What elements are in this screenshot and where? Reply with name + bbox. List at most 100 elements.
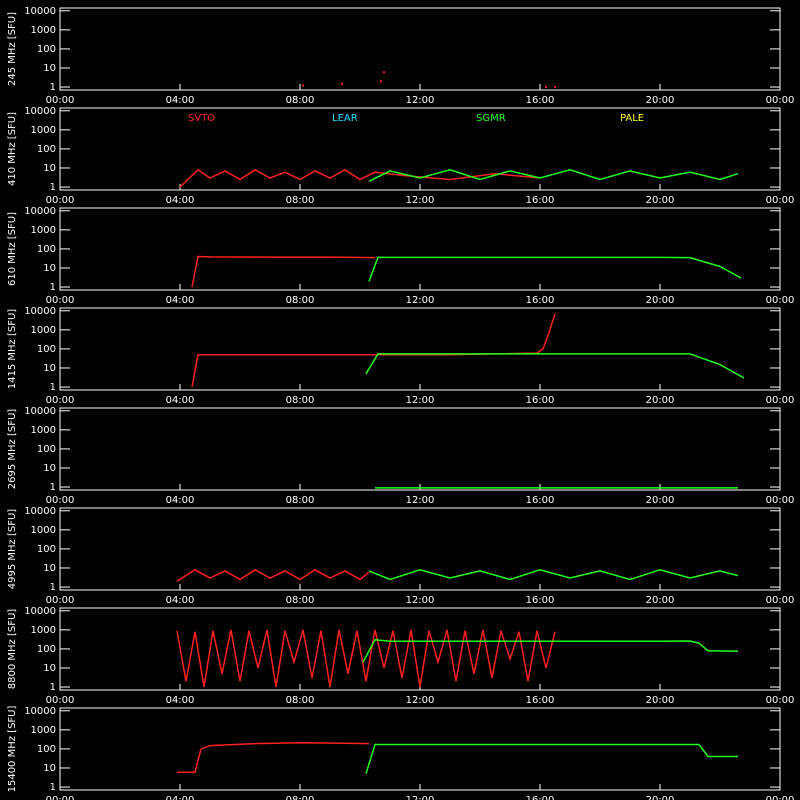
x-tick-label: 00:00 (46, 195, 75, 206)
y-tick-label: 1000 (31, 625, 56, 636)
x-tick-label: 08:00 (286, 495, 315, 506)
x-tick-label: 08:00 (286, 295, 315, 306)
y-tick-label: 10000 (24, 206, 56, 217)
x-tick-label: 00:00 (766, 195, 795, 206)
point (554, 86, 556, 89)
series-line (176, 629, 556, 688)
y-tick-label: 1 (50, 182, 56, 193)
point (545, 86, 547, 89)
series-line (362, 639, 739, 663)
x-tick-label: 16:00 (526, 295, 555, 306)
y-tick-label: 10 (43, 563, 56, 574)
y-axis-label: 245 MHz [SFU] (7, 12, 18, 86)
y-tick-label: 10000 (24, 306, 56, 317)
point (302, 84, 304, 87)
x-tick-label: 00:00 (46, 595, 75, 606)
x-tick-label: 08:00 (286, 195, 315, 206)
x-tick-label: 00:00 (766, 595, 795, 606)
x-tick-label: 00:00 (766, 695, 795, 706)
x-tick-label: 04:00 (166, 195, 195, 206)
x-tick-label: 20:00 (646, 195, 675, 206)
x-tick-label: 16:00 (526, 495, 555, 506)
plot-frame (59, 507, 781, 591)
x-tick-label: 04:00 (166, 95, 195, 106)
x-tick-label: 20:00 (646, 395, 675, 406)
x-tick-label: 04:00 (166, 595, 195, 606)
x-tick-label: 04:00 (166, 795, 195, 800)
y-tick-label: 10 (43, 63, 56, 74)
y-tick-label: 10 (43, 363, 56, 374)
y-tick-label: 100 (37, 644, 56, 655)
x-tick-label: 00:00 (766, 295, 795, 306)
y-tick-label: 100 (37, 344, 56, 355)
y-tick-label: 100 (37, 444, 56, 455)
y-tick-label: 10000 (24, 706, 56, 717)
y-tick-label: 100 (37, 244, 56, 255)
y-tick-label: 1 (50, 282, 56, 293)
y-tick-label: 1 (50, 82, 56, 93)
plot-frame (59, 407, 781, 491)
y-tick-label: 1 (50, 682, 56, 693)
series-line (365, 743, 738, 774)
series-line (368, 569, 739, 581)
y-tick-label: 10 (43, 463, 56, 474)
y-axis-label: 410 MHz [SFU] (7, 112, 18, 186)
x-tick-label: 12:00 (406, 695, 435, 706)
y-tick-label: 10000 (24, 106, 56, 117)
y-tick-label: 1 (50, 582, 56, 593)
x-tick-label: 16:00 (526, 595, 555, 606)
x-tick-label: 04:00 (166, 695, 195, 706)
y-tick-label: 10 (43, 263, 56, 274)
y-axis-label: 8800 MHz [SFU] (7, 609, 18, 690)
x-tick-label: 00:00 (766, 95, 795, 106)
y-tick-label: 10000 (24, 406, 56, 417)
y-tick-label: 10000 (24, 6, 56, 17)
x-tick-label: 04:00 (166, 395, 195, 406)
point (380, 80, 382, 83)
x-tick-label: 20:00 (646, 695, 675, 706)
plot-frame (59, 207, 781, 291)
x-tick-label: 20:00 (646, 95, 675, 106)
x-tick-label: 00:00 (46, 395, 75, 406)
legend-label: LEAR (332, 113, 358, 124)
x-tick-label: 12:00 (406, 195, 435, 206)
y-axis-label: 4995 MHz [SFU] (7, 509, 18, 590)
x-tick-label: 00:00 (766, 495, 795, 506)
series-line (368, 256, 742, 282)
x-tick-label: 00:00 (46, 95, 75, 106)
y-tick-label: 1 (50, 482, 56, 493)
x-tick-label: 04:00 (166, 495, 195, 506)
y-tick-label: 1 (50, 382, 56, 393)
x-tick-label: 20:00 (646, 295, 675, 306)
y-tick-label: 10 (43, 763, 56, 774)
y-tick-label: 10 (43, 163, 56, 174)
legend-label: SGMR (476, 113, 506, 124)
y-axis-label: 610 MHz [SFU] (7, 212, 18, 286)
x-tick-label: 00:00 (766, 395, 795, 406)
x-tick-label: 00:00 (46, 795, 75, 800)
x-tick-label: 08:00 (286, 795, 315, 800)
y-tick-label: 10000 (24, 506, 56, 517)
legend-label: PALE (620, 113, 644, 124)
point (383, 71, 385, 74)
x-tick-label: 20:00 (646, 495, 675, 506)
y-tick-label: 1000 (31, 225, 56, 236)
y-axis-label: 1415 MHz [SFU] (7, 309, 18, 390)
x-tick-label: 08:00 (286, 595, 315, 606)
x-tick-label: 08:00 (286, 95, 315, 106)
legend-label: SVTO (188, 113, 215, 124)
y-tick-label: 1000 (31, 25, 56, 36)
y-axis-label: 2695 MHz [SFU] (7, 409, 18, 490)
x-tick-label: 16:00 (526, 95, 555, 106)
x-tick-label: 16:00 (526, 795, 555, 800)
x-tick-label: 12:00 (406, 395, 435, 406)
series-line (176, 568, 370, 582)
plot-frame (59, 707, 781, 791)
series-line (191, 255, 376, 288)
x-tick-label: 12:00 (406, 95, 435, 106)
y-tick-label: 100 (37, 744, 56, 755)
x-tick-label: 12:00 (406, 595, 435, 606)
x-tick-label: 08:00 (286, 695, 315, 706)
y-tick-label: 100 (37, 44, 56, 55)
